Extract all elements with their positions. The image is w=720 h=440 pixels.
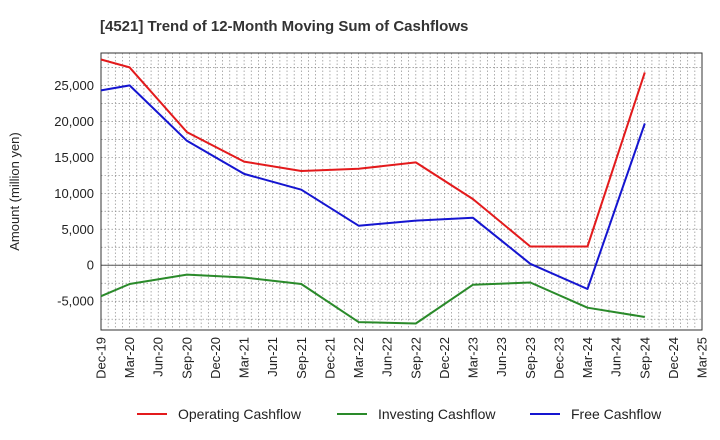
x-tick-label: Jun-22: [380, 337, 395, 377]
y-tick-label: -5,000: [57, 294, 94, 309]
x-tick-label: Mar-25: [695, 337, 710, 378]
legend-label: Free Cashflow: [571, 406, 662, 422]
x-tick-label: Dec-22: [437, 337, 452, 379]
x-tick-label: Mar-24: [580, 337, 595, 378]
series-line-operating-cashflow: [100, 58, 646, 248]
legend-label: Investing Cashflow: [378, 406, 496, 422]
x-tick-label: Jun-24: [609, 337, 624, 377]
x-tick-label: Mar-21: [237, 337, 252, 378]
x-tick-label: Jun-21: [265, 337, 280, 377]
x-tick-label: Dec-24: [666, 337, 681, 379]
x-tick-label: Mar-22: [351, 337, 366, 378]
y-tick-label: 5,000: [61, 222, 94, 237]
y-axis-label: Amount (million yen): [7, 132, 22, 251]
x-tick-label: Dec-19: [94, 337, 109, 379]
y-axis-ticks: -5,000 0 5,000 10,000 15,000 20,000 25,000: [54, 78, 94, 309]
series-line-investing-cashflow: [100, 273, 645, 325]
x-tick-label: Jun-20: [151, 337, 166, 377]
x-tick-label: Mar-23: [466, 337, 481, 378]
y-tick-label: 0: [87, 258, 94, 273]
x-tick-label: Dec-21: [322, 337, 337, 379]
x-tick-label: Sep-21: [294, 337, 309, 379]
legend: Operating Cashflow Investing Cashflow Free…: [137, 406, 662, 422]
x-tick-label: Dec-20: [208, 337, 223, 379]
series-line-free-cashflow: [100, 84, 646, 290]
x-tick-label: Dec-23: [551, 337, 566, 379]
legend-label: Operating Cashflow: [178, 406, 302, 422]
y-tick-label: 20,000: [54, 114, 94, 129]
y-tick-label: 10,000: [54, 186, 94, 201]
y-tick-label: 25,000: [54, 78, 94, 93]
y-tick-label: 15,000: [54, 150, 94, 165]
x-tick-label: Jun-23: [494, 337, 509, 377]
x-tick-label: Sep-23: [523, 337, 538, 379]
x-tick-label: Sep-22: [408, 337, 423, 379]
grid: [100, 53, 703, 330]
x-tick-label: Sep-20: [179, 337, 194, 379]
plot-area: [100, 52, 703, 331]
chart-title: [4521] Trend of 12-Month Moving Sum of C…: [100, 18, 468, 35]
x-axis-ticks: Dec-19 Mar-20 Jun-20 Sep-20 Dec-20 Mar-21 Jun-…: [94, 337, 710, 379]
series-lines: [100, 58, 646, 325]
x-tick-label: Mar-20: [122, 337, 137, 378]
x-tick-label: Sep-24: [637, 337, 652, 379]
